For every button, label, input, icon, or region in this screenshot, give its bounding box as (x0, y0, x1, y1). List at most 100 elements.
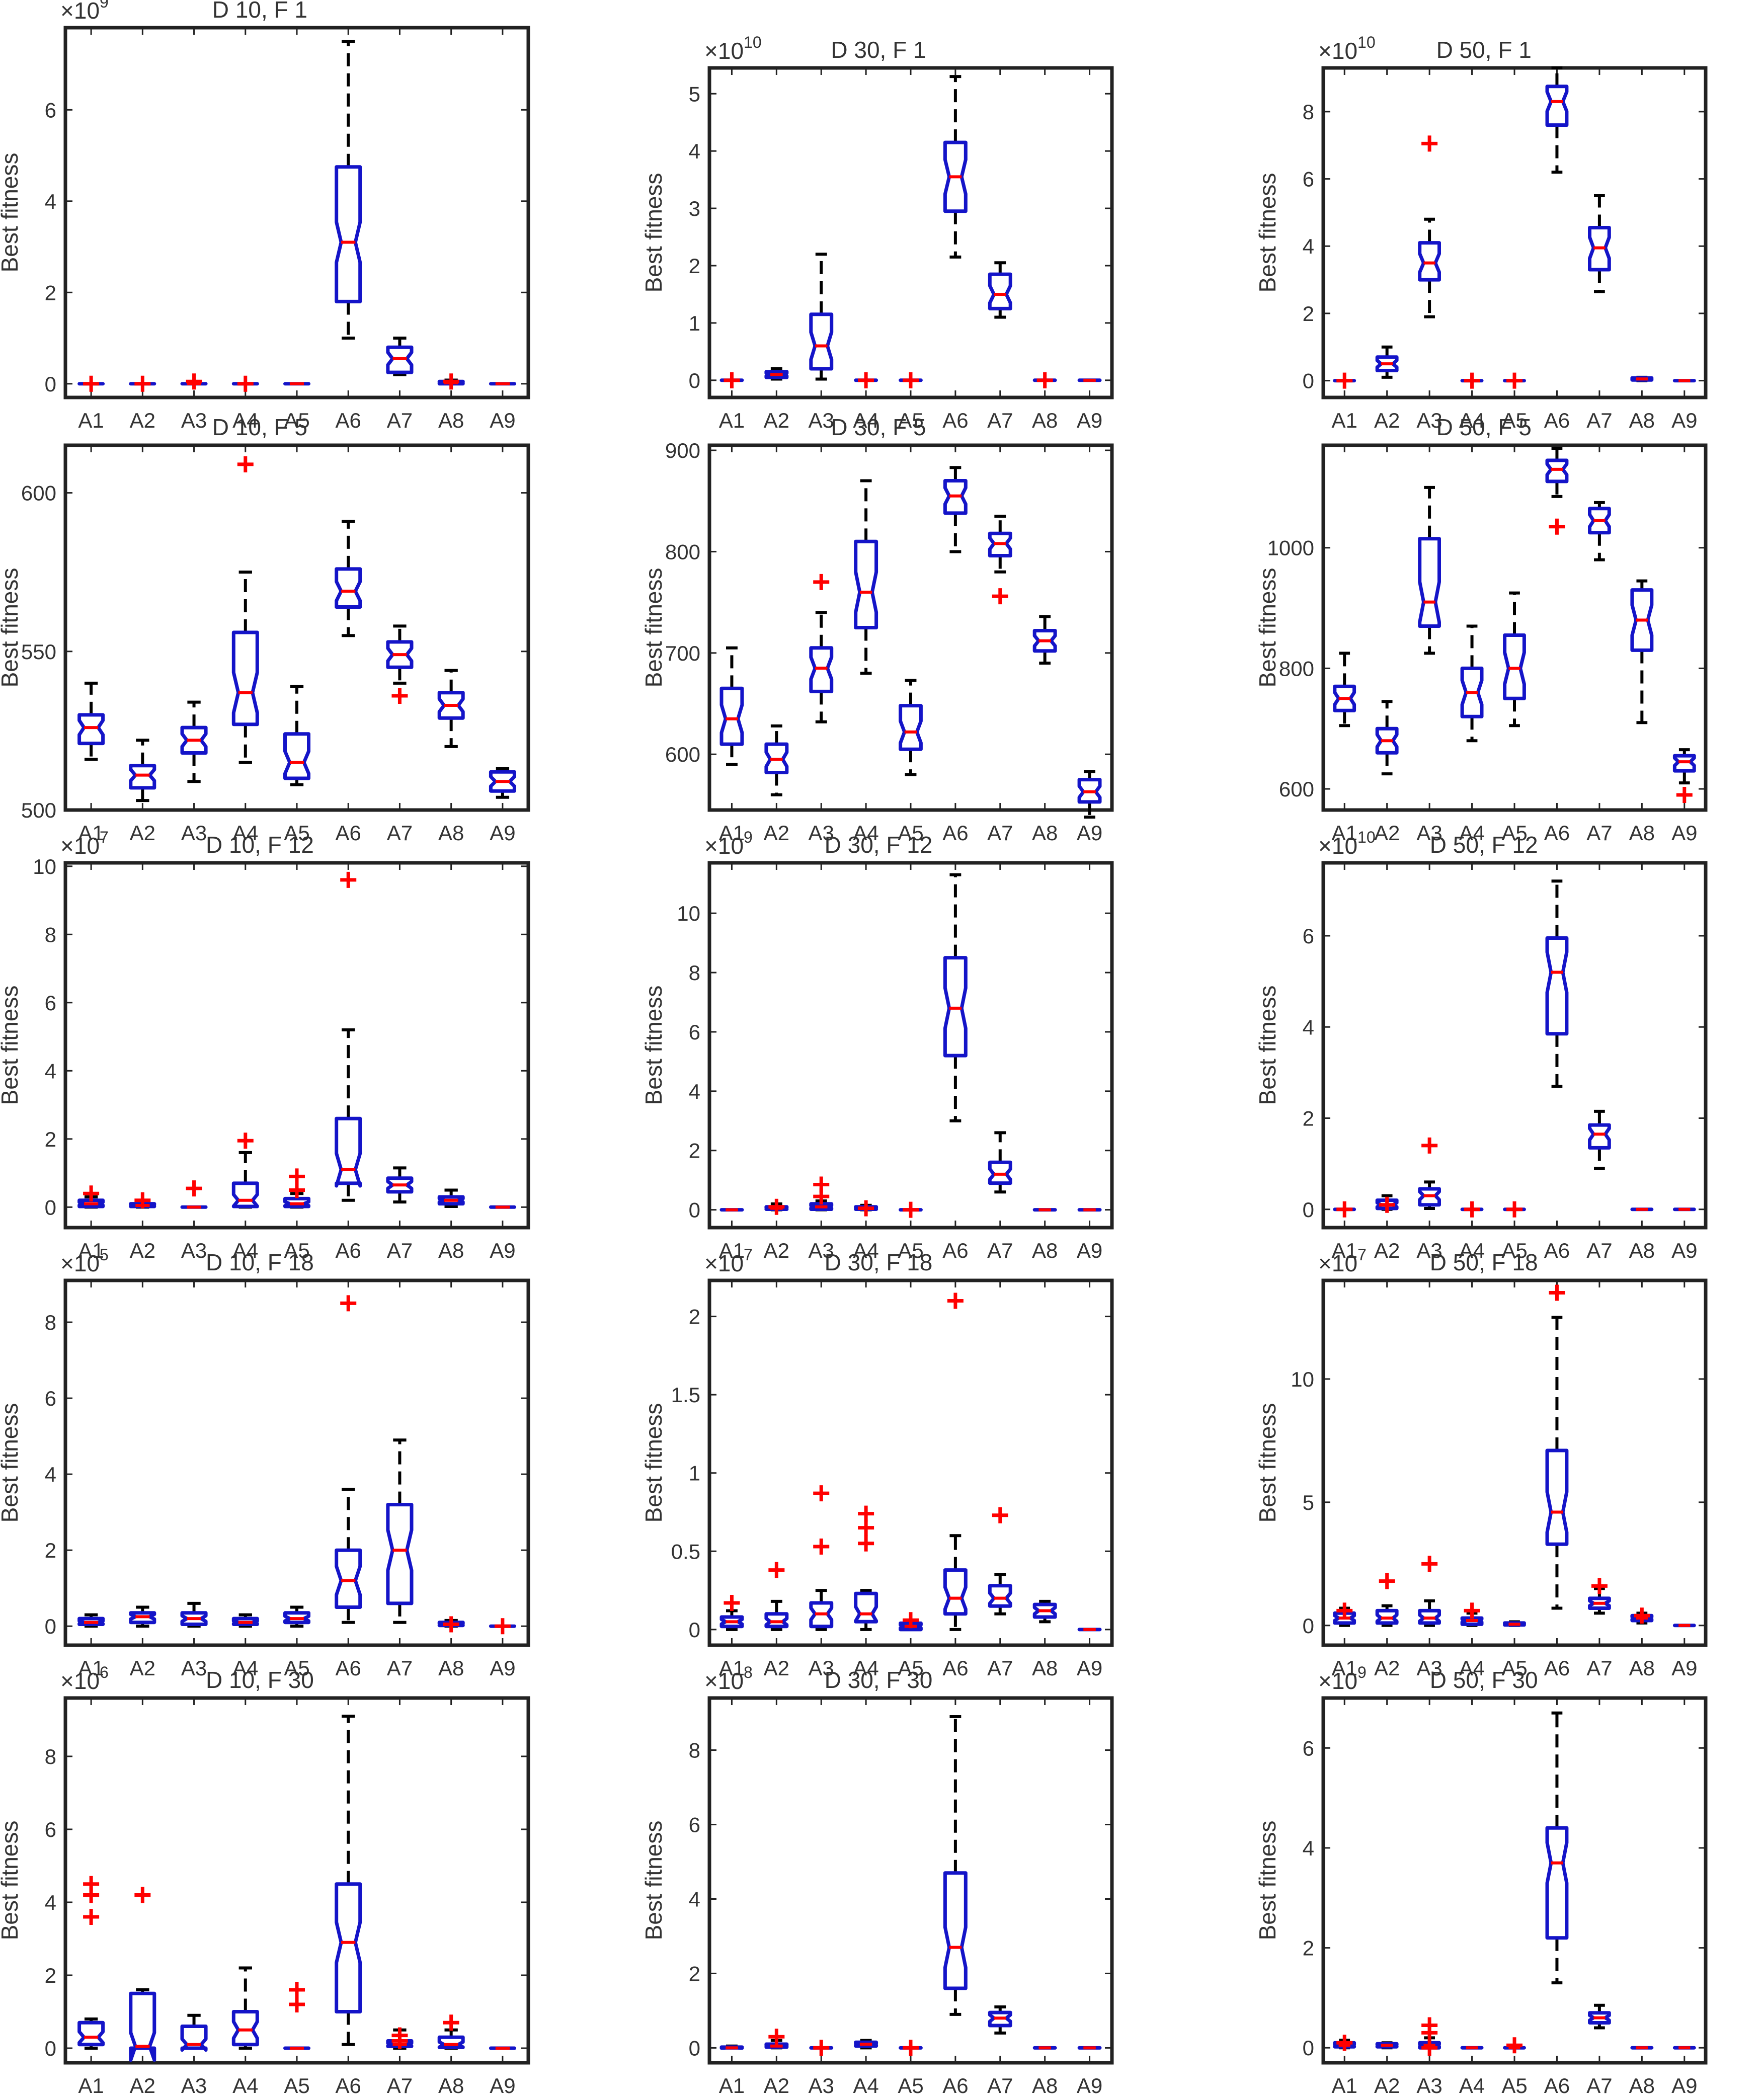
chart-svg: 500 550 600 A1 A2 A3 A4 A5 A6 A7 A8 A9 D 10, F 5 Best… (0, 414, 530, 845)
y-tick-label: 4 (1303, 1836, 1314, 1860)
outlier-marker (858, 1200, 874, 1217)
outlier-marker (1676, 787, 1693, 803)
x-tick-label: A1 (719, 821, 745, 845)
y-axis-label: Best fitness (0, 153, 23, 273)
box-A6 (335, 1295, 362, 1624)
x-tick-label: A7 (387, 821, 413, 845)
box-body (335, 1882, 362, 2013)
chart-title: D 30, F 1 (831, 37, 926, 63)
outlier-marker (1506, 1201, 1523, 1218)
box-body (764, 742, 789, 774)
box-body (809, 1601, 834, 1629)
x-tick-label: A1 (1332, 821, 1357, 845)
box-A1 (77, 1876, 105, 2050)
x-tick-label: A5 (1501, 821, 1527, 845)
box-A4 (854, 372, 878, 388)
x-tick-label: A2 (130, 1239, 155, 1262)
x-tick-label: A7 (1586, 409, 1612, 432)
y-tick-label: 6 (45, 1387, 56, 1410)
box-body (129, 1991, 156, 2062)
plot-frame (1321, 861, 1708, 1230)
box-A1 (77, 1185, 105, 1209)
x-tick-label: A4 (1459, 1656, 1485, 1680)
x-tick-label: A1 (719, 1656, 745, 1680)
x-tick-label: A8 (438, 1239, 464, 1262)
y-tick-label: 8 (45, 923, 56, 946)
chart-title: D 50, F 18 (1430, 1249, 1538, 1275)
x-tick-label: A8 (1629, 2074, 1655, 2097)
x-tick-label: A7 (987, 1239, 1013, 1262)
y-tick-label: 2 (1303, 1936, 1314, 1960)
box-A3 (1418, 135, 1441, 318)
box-body (988, 1160, 1012, 1185)
x-tick-label: A5 (1501, 2074, 1527, 2097)
box-A1 (77, 375, 105, 392)
x-tick-label: A2 (1374, 409, 1400, 432)
y-tick-label: 10 (677, 902, 700, 925)
box-A2 (1375, 345, 1399, 379)
box-A7 (988, 514, 1012, 605)
y-tick-label: 0 (689, 369, 700, 392)
outlier-marker (340, 1295, 357, 1312)
box-A1 (1333, 2035, 1356, 2051)
box-A2 (764, 1562, 789, 1631)
y-tick-label: 6 (45, 98, 56, 122)
box-A1 (719, 1594, 744, 1631)
x-tick-label: A4 (853, 1656, 878, 1680)
box-A8 (1630, 1607, 1654, 1625)
x-tick-label: A5 (1501, 409, 1527, 432)
y-tick-label: 500 (21, 798, 56, 822)
box-body (854, 1591, 878, 1624)
outlier-marker (237, 456, 254, 472)
chart-title: D 50, F 30 (1430, 1667, 1538, 1693)
y-tick-label: 0 (689, 2036, 700, 2060)
box-body (489, 770, 516, 793)
chart-panel: 0 2 4 6 8 A1 A2 A3 A4 A5 A6 A7 A8 A9 D 30, F 30 ×108 Bes… (589, 1663, 1142, 2097)
outlier-marker (237, 1133, 254, 1149)
y-tick-label: 0 (45, 372, 56, 396)
box-body (129, 1611, 156, 1625)
x-tick-label: A1 (78, 1239, 104, 1262)
y-tick-label: 800 (665, 540, 700, 563)
box-A3 (809, 1176, 834, 1211)
box-body (231, 1617, 259, 1626)
box-body (386, 2039, 414, 2048)
x-tick-label: A3 (181, 1239, 207, 1262)
y-tick-label: 6 (45, 1818, 56, 1841)
x-tick-label: A6 (336, 1656, 361, 1680)
outlier-marker (391, 688, 408, 704)
box-A5 (1503, 2037, 1526, 2054)
outlier-marker (83, 1876, 100, 1892)
outlier-marker (813, 2040, 830, 2056)
x-tick-label: A9 (490, 1239, 515, 1262)
y-tick-label: 4 (689, 1887, 700, 1911)
outlier-marker (1336, 372, 1353, 389)
y-tick-label: 1.5 (671, 1383, 700, 1407)
plot-frame (1321, 1278, 1708, 1647)
y-tick-label: 2 (45, 281, 56, 304)
box-A8 (437, 373, 465, 390)
box-body (77, 2021, 105, 2047)
y-tick-label: 6 (45, 991, 56, 1015)
x-tick-label: A1 (78, 2074, 104, 2097)
x-tick-label: A4 (853, 2074, 878, 2097)
x-tick-label: A3 (809, 1239, 834, 1262)
box-body (231, 630, 259, 726)
y-tick-label: 600 (1279, 777, 1314, 801)
axis-exponent-power: 9 (744, 828, 753, 846)
box-body (386, 345, 414, 374)
box-A5 (283, 1168, 310, 1209)
x-tick-label: A9 (1671, 2074, 1697, 2097)
x-tick-label: A2 (130, 2074, 155, 2097)
x-tick-label: A8 (438, 1656, 464, 1680)
chart-title: D 50, F 1 (1436, 37, 1532, 63)
y-tick-label: 2 (1303, 1107, 1314, 1130)
box-A4 (854, 1505, 878, 1631)
axis-exponent-power: 10 (744, 33, 762, 51)
y-tick-label: 0.5 (671, 1540, 700, 1563)
box-body (988, 2010, 1012, 2028)
y-tick-label: 8 (689, 1739, 700, 1762)
x-tick-label: A9 (1077, 2074, 1102, 2097)
box-A4 (1460, 372, 1484, 389)
outlier-marker (768, 1198, 785, 1215)
